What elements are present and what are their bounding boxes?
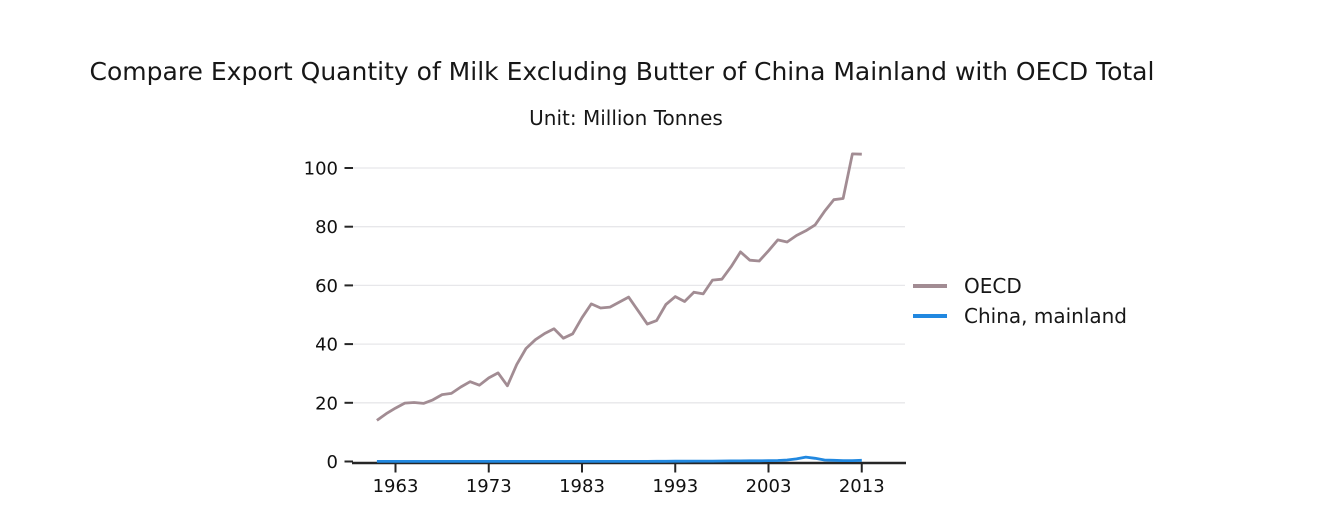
legend-label-china-mainland: China, mainland (964, 304, 1127, 328)
y-axis: 0 20 40 60 80 100 (304, 159, 353, 473)
china-mainland-line (376, 455, 862, 463)
legend-line-china-mainland (913, 314, 947, 318)
legend: OECD China, mainland (913, 271, 1127, 331)
chart-title: Compare Export Quantity of Milk Excludin… (89, 57, 1155, 86)
legend-line-oecd (913, 284, 947, 288)
y-tick-label: 60 (315, 276, 338, 297)
x-tick-label: 1983 (559, 476, 605, 497)
x-tick-label: 2003 (746, 476, 792, 497)
legend-label-oecd: OECD (964, 274, 1022, 298)
oecd-line (376, 152, 862, 422)
legend-item-oecd: OECD (913, 271, 1127, 301)
y-tick-label: 100 (304, 159, 338, 180)
y-tick-label: 20 (315, 393, 338, 414)
y-tick-label: 0 (327, 452, 338, 473)
x-tick-label: 1963 (373, 476, 419, 497)
x-axis: 1963 1973 1983 1993 2003 2013 (352, 461, 906, 497)
x-tick-label: 2013 (839, 476, 885, 497)
x-tick-label: 1973 (466, 476, 512, 497)
y-tick-label: 40 (315, 335, 338, 356)
legend-item-china-mainland: China, mainland (913, 301, 1127, 331)
y-tick-label: 80 (315, 217, 338, 238)
x-tick-label: 1993 (652, 476, 698, 497)
series-lines (376, 152, 862, 463)
gridlines (353, 167, 905, 404)
chart-subtitle: Unit: Million Tonnes (529, 106, 723, 130)
